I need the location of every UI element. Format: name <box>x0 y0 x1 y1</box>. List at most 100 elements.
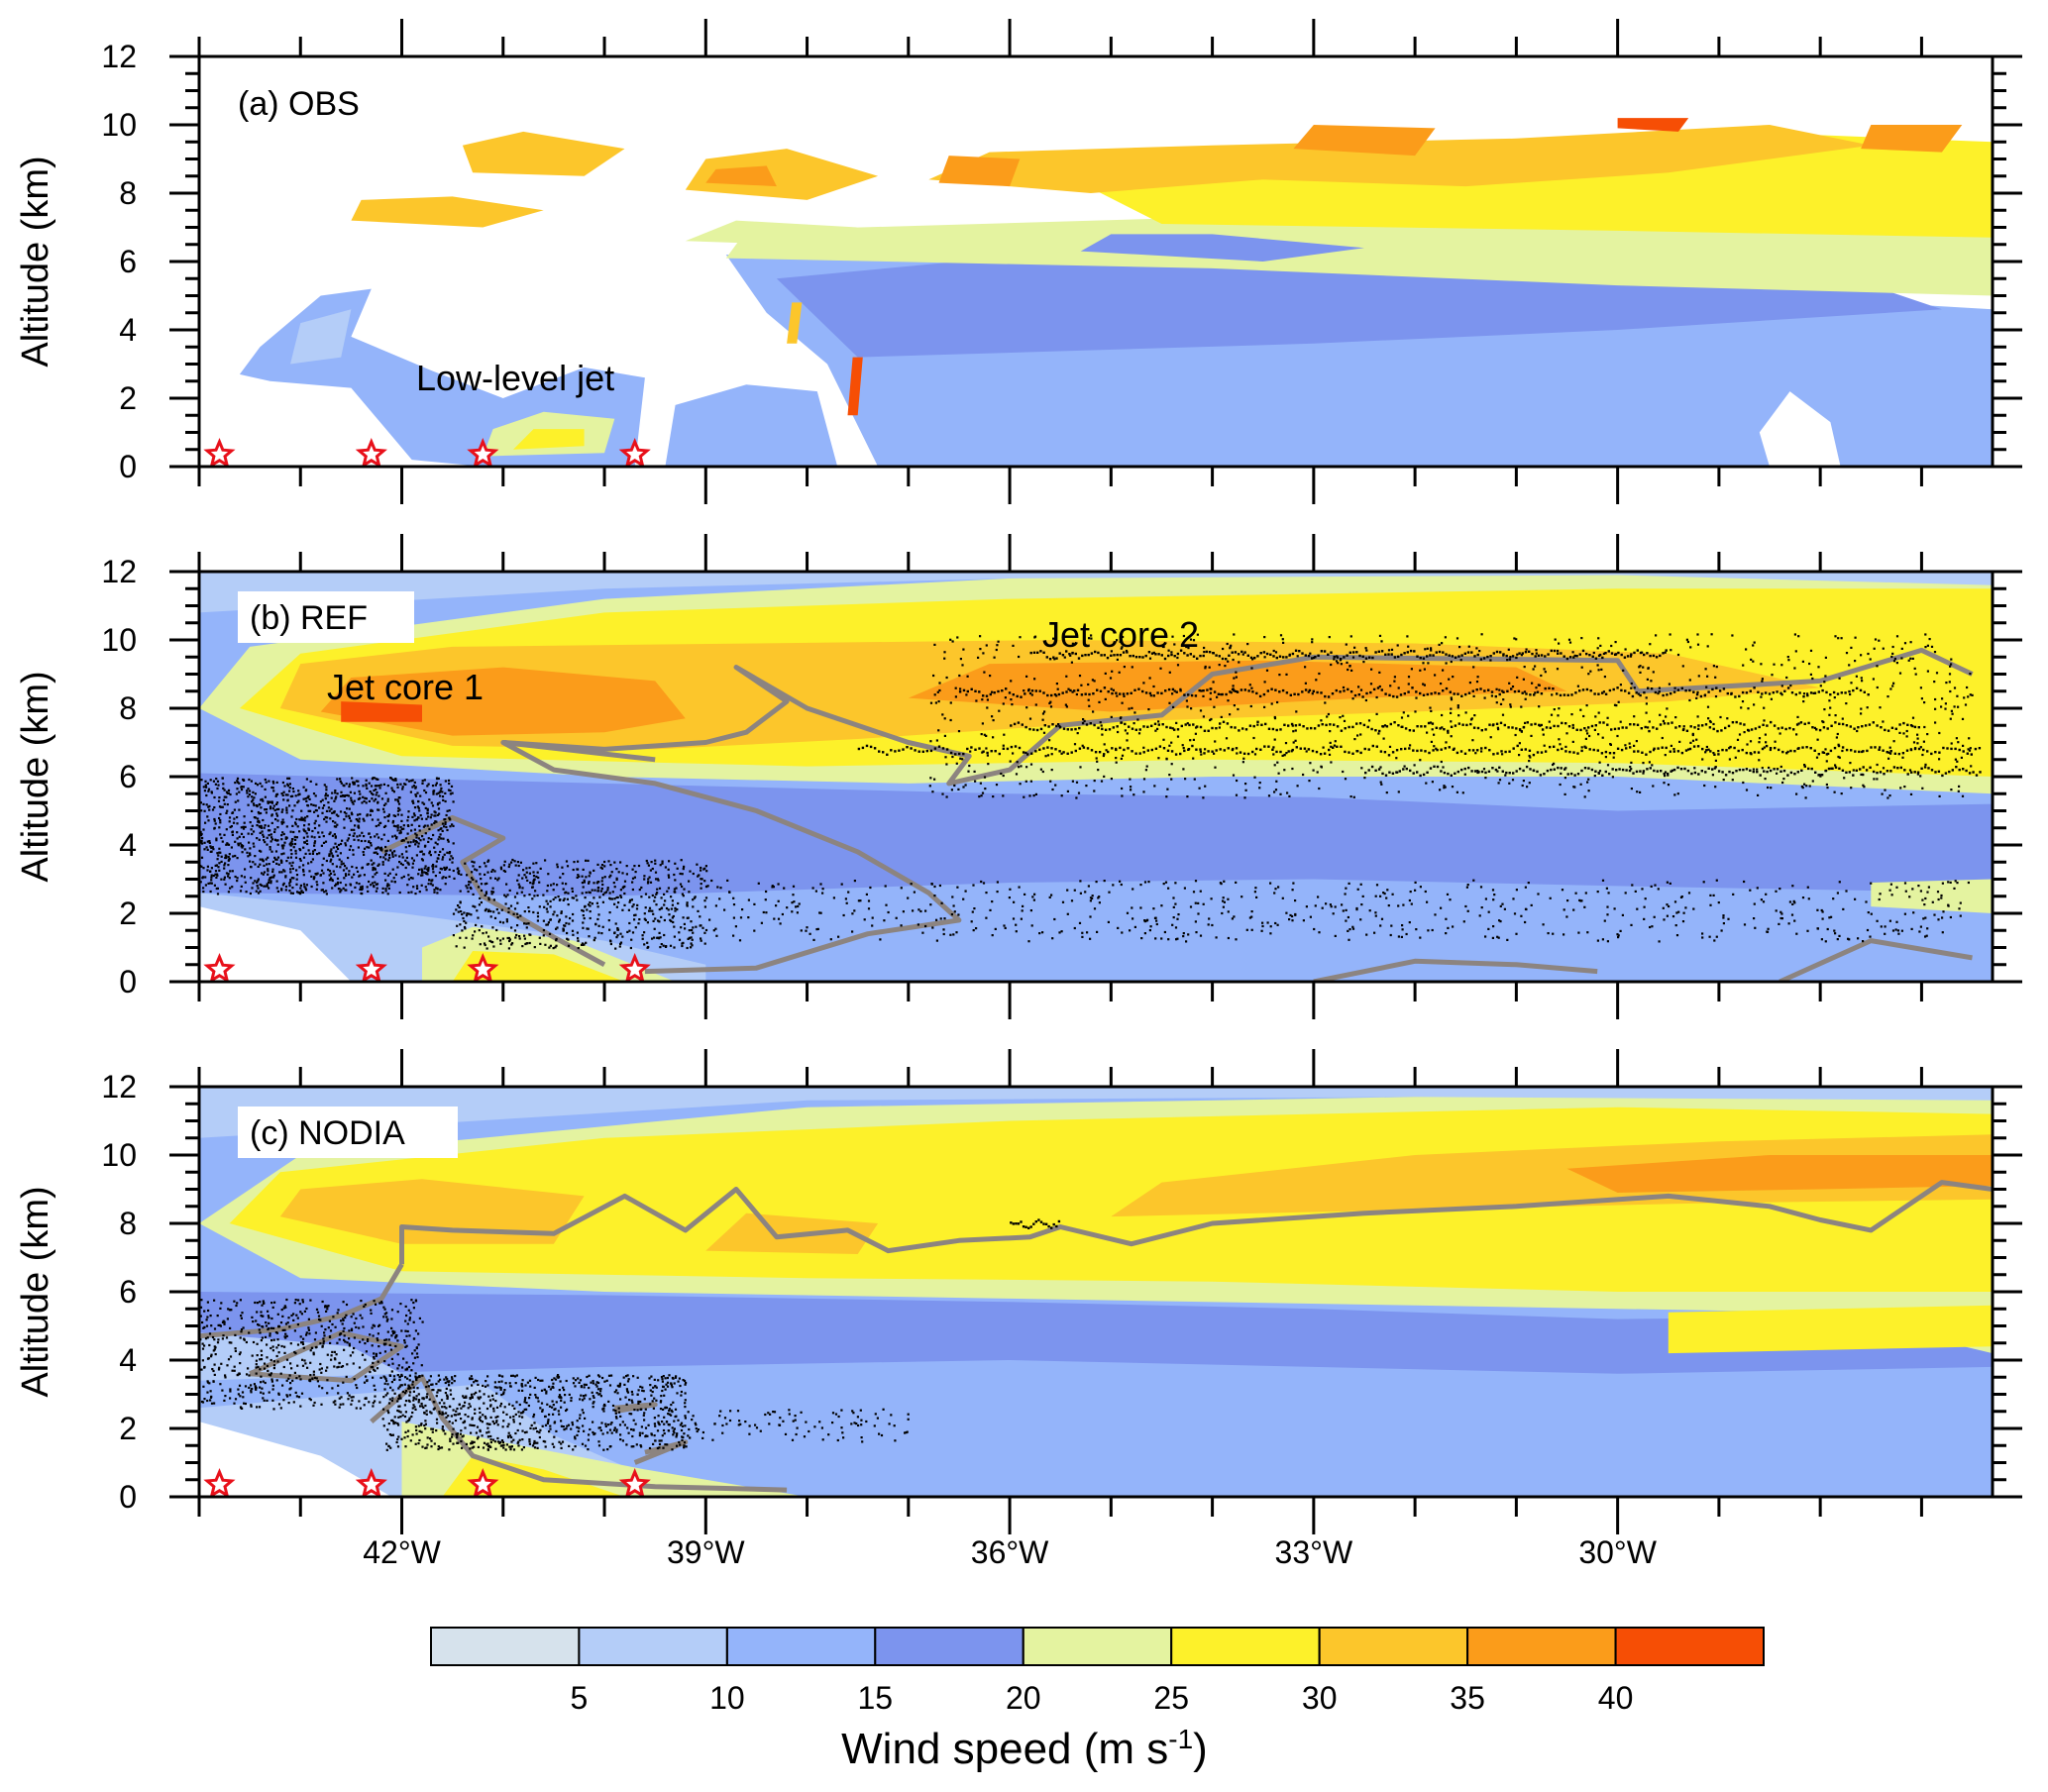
hydrometeor-dot <box>1235 671 1238 674</box>
hydrometeor-dot <box>352 781 355 784</box>
hydrometeor-dot <box>585 941 588 944</box>
hydrometeor-dot <box>1073 743 1077 746</box>
hydrometeor-dot <box>1644 897 1647 900</box>
hydrometeor-dot <box>315 881 318 884</box>
hydrometeor-dot <box>558 898 561 901</box>
hydrometeor-dot <box>1845 702 1848 705</box>
hydrometeor-dot <box>691 938 694 941</box>
hydrometeor-dot <box>1743 731 1746 734</box>
hydrometeor-dot <box>438 835 441 839</box>
hydrometeor-dot <box>1535 652 1538 655</box>
hydrometeor-dot <box>339 891 342 894</box>
hydrometeor-dot <box>215 876 218 879</box>
hydrometeor-dot <box>536 915 540 918</box>
hydrometeor-dot <box>1727 724 1731 728</box>
hydrometeor-dot <box>1633 715 1636 718</box>
hydrometeor-dot <box>1133 711 1136 714</box>
hydrometeor-dot <box>1324 694 1327 698</box>
hydrometeor-dot <box>1407 645 1410 648</box>
hydrometeor-dot <box>361 867 364 870</box>
hydrometeor-dot <box>998 752 1001 756</box>
hydrometeor-dot <box>1623 656 1627 659</box>
hydrometeor-dot <box>1641 888 1644 891</box>
hydrometeor-dot <box>832 896 835 899</box>
hydrometeor-dot <box>1572 786 1575 789</box>
hydrometeor-dot <box>952 904 955 907</box>
hydrometeor-dot <box>413 781 416 784</box>
hydrometeor-dot <box>1499 904 1502 907</box>
hydrometeor-dot <box>1057 723 1060 726</box>
hydrometeor-dot <box>1753 641 1756 644</box>
hydrometeor-dot <box>529 933 532 936</box>
hydrometeor-dot <box>1378 729 1381 733</box>
hydrometeor-dot <box>391 778 394 781</box>
hydrometeor-dot <box>1309 652 1312 655</box>
hydrometeor-dot <box>357 797 360 800</box>
hydrometeor-dot <box>216 787 219 791</box>
hydrometeor-dot <box>1020 695 1023 698</box>
hydrometeor-dot <box>989 675 992 678</box>
hydrometeor-dot <box>753 929 756 932</box>
hydrometeor-dot <box>633 913 636 917</box>
hydrometeor-dot <box>1781 781 1784 785</box>
hydrometeor-dot <box>205 803 208 806</box>
hydrometeor-dot <box>1834 764 1837 767</box>
hydrometeor-dot <box>330 858 333 861</box>
hydrometeor-dot <box>1119 654 1123 657</box>
hydrometeor-dot <box>1414 881 1417 884</box>
hydrometeor-dot <box>361 801 364 804</box>
hydrometeor-dot <box>411 866 414 869</box>
hydrometeor-dot <box>1824 656 1827 659</box>
hydrometeor-dot <box>1509 705 1512 708</box>
hydrometeor-dot <box>280 871 283 874</box>
hydrometeor-dot <box>1598 770 1602 773</box>
hydrometeor-dot <box>1712 722 1715 726</box>
hydrometeor-dot <box>609 864 612 867</box>
hydrometeor-dot <box>1409 649 1413 653</box>
hydrometeor-dot <box>311 858 314 861</box>
hydrometeor-dot <box>1240 896 1243 898</box>
hydrometeor-dot <box>1636 907 1639 910</box>
hydrometeor-dot <box>1614 641 1617 644</box>
hydrometeor-dot <box>1186 795 1189 798</box>
hydrometeor-dot <box>1097 726 1100 729</box>
ref-contour-west <box>380 814 606 967</box>
hydrometeor-dot <box>1212 681 1215 684</box>
hydrometeor-dot <box>1378 671 1381 674</box>
hydrometeor-dot <box>355 818 358 821</box>
hydrometeor-dot <box>1938 758 1941 761</box>
hydrometeor-dot <box>1402 711 1405 714</box>
hydrometeor-dot <box>1738 733 1742 736</box>
hydrometeor-dot <box>1120 883 1123 887</box>
hydrometeor-dot <box>1792 899 1795 902</box>
hydrometeor-dot <box>1816 738 1819 741</box>
hydrometeor-dot <box>673 946 676 949</box>
hydrometeor-dot <box>1462 920 1465 923</box>
hydrometeor-dot <box>1968 737 1971 740</box>
hydrometeor-dot <box>1118 671 1121 674</box>
hydrometeor-dot <box>1457 655 1460 658</box>
hydrometeor-dot <box>1890 726 1894 729</box>
hydrometeor-dot <box>269 882 272 885</box>
hydrometeor-dot <box>1129 929 1132 932</box>
hydrometeor-dot <box>391 835 394 838</box>
hydrometeor-dot <box>1509 656 1512 659</box>
hydrometeor-dot <box>643 875 646 878</box>
hydrometeor-dot <box>1329 903 1332 906</box>
hydrometeor-dot <box>1123 666 1126 669</box>
hydrometeor-dot <box>485 882 488 885</box>
hydrometeor-dot <box>304 830 307 833</box>
hydrometeor-dot <box>1427 662 1430 665</box>
hydrometeor-dot <box>1852 688 1855 692</box>
hydrometeor-dot <box>1034 703 1037 706</box>
hydrometeor-dot <box>206 865 209 868</box>
hydrometeor-dot <box>302 883 306 886</box>
hydrometeor-dot <box>1099 721 1102 724</box>
hydrometeor-dot <box>566 937 569 940</box>
hydrometeor-dot <box>288 804 291 807</box>
hydrometeor-dot <box>418 829 421 832</box>
hydrometeor-dot <box>1065 650 1068 653</box>
hydrometeor-dot <box>1080 684 1083 686</box>
hydrometeor-dot <box>1532 668 1535 671</box>
hydrometeor-dot <box>1322 746 1325 749</box>
